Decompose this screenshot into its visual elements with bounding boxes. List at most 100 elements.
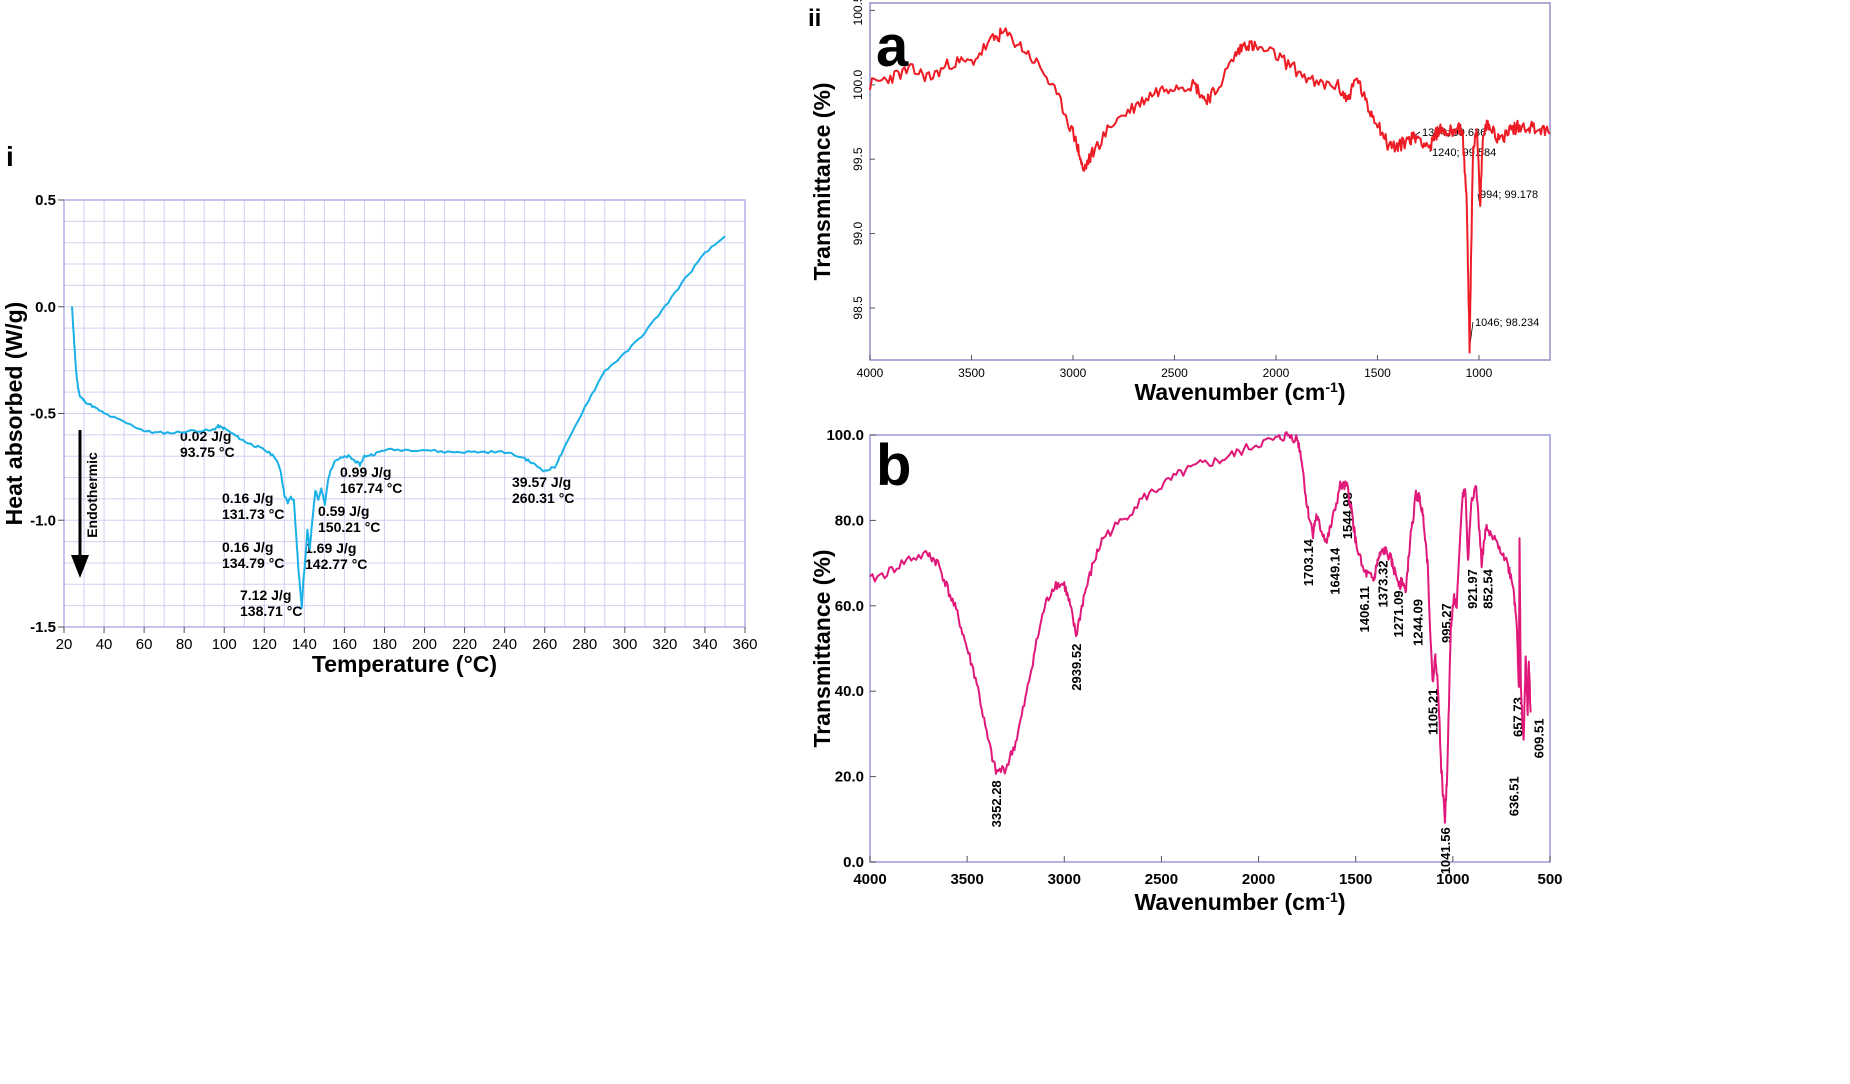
dsc-x-tick-label: 100 (212, 636, 237, 653)
dsc-curve (71, 235, 726, 609)
dsc-x-tick-label: 320 (652, 636, 677, 653)
ftir-b-y-tick-label: 20.0 (835, 769, 864, 786)
dsc-x-tick-label: 340 (692, 636, 717, 653)
ftir-b-x-axis-title-main: Wavenumber (cm (1135, 889, 1326, 915)
dsc-annotation-temperature: 167.74 °C (340, 480, 402, 496)
endothermic-arrow-head (71, 555, 89, 578)
ftir-a-annotation: 1046; 98.234 (1475, 317, 1539, 329)
ftir-a-x-tick-label: 1500 (1364, 366, 1391, 380)
panel-label-a: a (876, 14, 909, 79)
ftir-b-curve (869, 431, 1532, 824)
dsc-chart: i 20 40 60 80 100 120 140 160 180 200 220 240 260 280 3… (1, 141, 758, 677)
dsc-x-tick-label: 240 (492, 636, 517, 653)
panel-label-i: i (6, 141, 14, 172)
ftir-a-x-axis-title: Wavenumber (cm-1) (1135, 379, 1346, 405)
ftir-a-chart: ii a 4000 3500 3000 2500 2000 1500 1000 100.5 100.… (808, 0, 1551, 405)
ftir-b-peak-label: 852.54 (1481, 568, 1496, 609)
ftir-a-annotation: 994; 99.178 (1480, 189, 1538, 201)
dsc-annotation-temperature: 134.79 °C (222, 555, 284, 571)
ftir-a-y-axis-title: Transmittance (%) (809, 82, 835, 280)
dsc-annotation-temperature: 260.31 °C (512, 490, 574, 506)
ftir-a-x-axis-title-sup: -1 (1325, 379, 1338, 395)
ftir-b-x-tick-label: 3000 (1048, 871, 1081, 888)
ftir-b-plot-frame (869, 434, 1551, 863)
dsc-annotation-temperature: 93.75 °C (180, 444, 235, 460)
dsc-y-axis-title: Heat absorbed (W/g) (1, 302, 27, 526)
dsc-annotation-energy: 0.99 J/g (340, 464, 391, 480)
dsc-x-tick-label: 60 (136, 636, 153, 653)
ftir-a-y-tick-label: 100.0 (851, 69, 865, 99)
ftir-b-peak-label: 2939.52 (1069, 644, 1084, 691)
ftir-b-x-tick-label: 1000 (1436, 871, 1469, 888)
ftir-b-peak-label: 1703.14 (1301, 538, 1316, 586)
dsc-annotation-temperature: 131.73 °C (222, 506, 284, 522)
ftir-a-x-tick-label: 1000 (1466, 366, 1493, 380)
dsc-annotation-temperature: 150.21 °C (318, 519, 380, 535)
dsc-y-tick-label: 0.0 (35, 299, 56, 316)
ftir-a-y-tick-label: 99.5 (851, 147, 865, 171)
ftir-a-x-axis-title-close: ) (1338, 379, 1346, 405)
ftir-b-peak-label: 1406.11 (1357, 586, 1372, 632)
ftir-b-y-tick-label: 100.0 (826, 427, 864, 444)
dsc-y-tick-label: -0.5 (30, 406, 56, 423)
dsc-x-tick-label: 180 (372, 636, 397, 653)
dsc-x-tick-label: 20 (56, 636, 73, 653)
dsc-annotation-energy: 0.02 J/g (180, 428, 231, 444)
dsc-x-axis-title: Temperature (°C) (312, 651, 497, 677)
ftir-a-y-tick-label: 99.0 (851, 222, 865, 246)
dsc-x-tick-label: 360 (732, 636, 757, 653)
ftir-a-x-tick-label: 2000 (1263, 366, 1290, 380)
panel-label-ii: ii (808, 5, 821, 32)
ftir-b-peak-label: 636.51 (1506, 776, 1521, 816)
dsc-x-tick-label: 40 (96, 636, 113, 653)
ftir-b-x-tick-label: 4000 (853, 871, 886, 888)
ftir-b-x-axis-title: Wavenumber (cm-1) (1135, 889, 1346, 915)
ftir-b-peak-label: 1373.32 (1375, 561, 1390, 608)
ftir-b-peak-label: 1041.56 (1438, 827, 1453, 874)
ftir-b-x-axis-title-close: ) (1338, 889, 1346, 915)
dsc-x-tick-label: 80 (176, 636, 193, 653)
ftir-b-peak-label: 1105.21 (1425, 689, 1440, 735)
dsc-x-tick-label: 260 (532, 636, 557, 653)
ftir-b-peak-label: 3352.28 (989, 780, 1004, 827)
ftir-b-x-tick-label: 1500 (1339, 871, 1372, 888)
dsc-annotation-energy: 1.69 J/g (305, 540, 356, 556)
ftir-b-y-tick-label: 0.0 (843, 854, 864, 871)
ftir-b-chart: b 4000 3500 3000 2500 2000 1500 1000 500 0.0 20.0 4… (809, 427, 1563, 915)
ftir-a-x-tick-label: 2500 (1161, 366, 1188, 380)
dsc-annotation-temperature: 142.77 °C (305, 556, 367, 572)
ftir-b-peak-label: 1244.09 (1410, 599, 1425, 646)
ftir-b-x-tick-label: 500 (1537, 871, 1562, 888)
dsc-x-tick-label: 120 (252, 636, 277, 653)
dsc-annotation-temperature: 138.71 °C (240, 603, 302, 619)
dsc-x-tick-label: 160 (332, 636, 357, 653)
ftir-b-y-tick-label: 80.0 (835, 512, 864, 529)
ftir-b-x-tick-label: 3500 (950, 871, 983, 888)
dsc-x-tick-label: 140 (292, 636, 317, 653)
ftir-b-y-tick-label: 60.0 (835, 598, 864, 615)
ftir-b-peak-label: 921.97 (1465, 569, 1480, 609)
dsc-x-tick-label: 280 (572, 636, 597, 653)
dsc-y-tick-label: -1.0 (30, 512, 56, 529)
ftir-a-x-tick-label: 4000 (857, 366, 884, 380)
ftir-b-peak-label: 609.51 (1532, 719, 1547, 759)
dsc-x-tick-label: 220 (452, 636, 477, 653)
dsc-x-tick-label: 200 (412, 636, 437, 653)
panel-label-b: b (876, 433, 911, 498)
dsc-y-tick-label: -1.5 (30, 619, 56, 636)
dsc-annotation-energy: 0.16 J/g (222, 490, 273, 506)
ftir-a-curve (869, 27, 1551, 354)
ftir-a-x-tick-label: 3500 (958, 366, 985, 380)
ftir-a-x-axis-title-main: Wavenumber (cm (1135, 379, 1326, 405)
ftir-b-y-axis-title: Transmittance (%) (809, 549, 835, 747)
dsc-annotation-energy: 0.16 J/g (222, 539, 273, 555)
dsc-annotation-energy: 0.59 J/g (318, 503, 369, 519)
ftir-b-y-tick-label: 40.0 (835, 683, 864, 700)
dsc-y-tick-label: 0.5 (35, 192, 56, 209)
ftir-b-peak-label: 1271.09 (1391, 590, 1406, 637)
ftir-b-x-tick-label: 2500 (1145, 871, 1178, 888)
ftir-a-y-tick-label: 98.5 (851, 296, 865, 320)
dsc-annotation-energy: 39.57 J/g (512, 474, 571, 490)
dsc-annotation-energy: 7.12 J/g (240, 587, 291, 603)
